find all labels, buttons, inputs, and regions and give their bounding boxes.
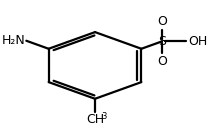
Text: S: S: [158, 35, 166, 48]
Text: CH: CH: [86, 113, 104, 126]
Text: OH: OH: [188, 35, 207, 48]
Text: H₂N: H₂N: [1, 34, 25, 47]
Text: O: O: [157, 15, 167, 28]
Text: O: O: [157, 55, 167, 68]
Text: 3: 3: [102, 112, 107, 121]
